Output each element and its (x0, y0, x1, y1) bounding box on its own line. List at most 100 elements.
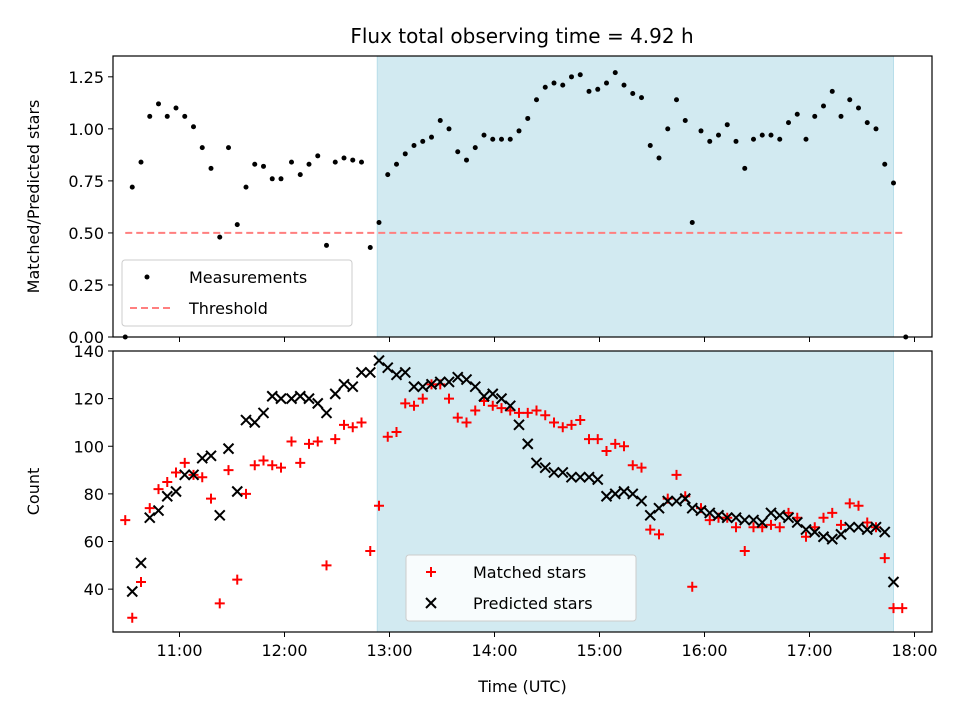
measurement-point (674, 97, 679, 103)
measurement-point (586, 88, 592, 94)
matched-stars-point (153, 484, 164, 495)
measurement-point (437, 118, 443, 124)
measurement-point (217, 234, 223, 240)
predicted-stars-point (320, 407, 333, 419)
measurement-point (367, 244, 373, 250)
measurement-point (226, 145, 231, 151)
measurement-point (759, 132, 765, 138)
predicted-stars-point (205, 450, 217, 462)
matched-stars-point (136, 576, 146, 587)
measurement-point (243, 184, 249, 190)
axes-frame (112, 350, 933, 633)
predicted-stars-point (126, 585, 138, 598)
matched-stars-point (144, 503, 155, 514)
measurement-point (724, 122, 730, 128)
x-tick-label: 18:00 (891, 641, 937, 660)
predicted-stars-point (583, 471, 595, 483)
predicted-stars-point (592, 473, 604, 486)
matched-stars-point (836, 519, 846, 530)
matched-stars-point (321, 560, 332, 571)
measurement-point (630, 90, 636, 96)
predicted-stars-point (852, 521, 865, 533)
y-tick-label: 140 (73, 342, 104, 361)
measurement-point (402, 151, 408, 157)
predicted-stars-point (495, 392, 508, 405)
predicted-stars-point (861, 523, 873, 536)
y-tick-label: 1.00 (68, 120, 104, 139)
predicted-stars-point (152, 504, 165, 517)
matched-stars-point (557, 422, 568, 433)
y-tick-label: 0.25 (68, 276, 104, 295)
predicted-stars-point (704, 507, 716, 519)
measurement-point (639, 95, 644, 101)
predicted-stars-point (161, 490, 173, 502)
measurement-point (856, 105, 861, 111)
predicted-stars-point (329, 388, 341, 400)
predicted-stars-point (635, 495, 648, 507)
matched-stars-point (400, 398, 411, 409)
measurement-point (507, 136, 513, 142)
predicted-stars-point (408, 381, 420, 393)
predicted-stars-point (557, 466, 569, 479)
predicted-stars-point (294, 390, 306, 402)
measurement-point (864, 120, 870, 126)
predicted-stars-point (712, 509, 725, 522)
legend-label: Measurements (189, 268, 307, 287)
measurement-point (847, 97, 853, 103)
matched-stars-point (627, 460, 638, 471)
predicted-stars-point (487, 388, 499, 400)
matched-stars-point (365, 546, 376, 557)
predicted-stars-point (530, 457, 543, 469)
measurement-point (647, 143, 653, 149)
matched-stars-point (801, 531, 811, 542)
series-measurements (122, 70, 909, 340)
measurement-point (297, 172, 303, 178)
measurement-point (411, 143, 417, 149)
measurement-point (147, 113, 153, 119)
measurement-point (873, 126, 879, 132)
predicted-stars-point (285, 392, 298, 405)
measurement-point (191, 124, 196, 130)
legend-label: Predicted stars (473, 594, 593, 613)
predicted-stars-point (443, 376, 455, 388)
predicted-stars-point (747, 514, 760, 526)
predicted-stars-point (730, 511, 742, 524)
measurement-point (129, 184, 135, 190)
series-matched-stars (120, 379, 908, 623)
predicted-stars-point (679, 492, 691, 505)
legend-plus-marker (426, 567, 436, 577)
matched-stars-point (258, 455, 269, 466)
measurement-point (429, 134, 434, 140)
predicted-stars-point (231, 485, 243, 498)
matched-stars-point (897, 603, 908, 614)
measurement-point (768, 132, 774, 138)
predicted-stars-point (600, 490, 613, 502)
predicted-stars-point (257, 407, 270, 419)
predicted-stars-point (809, 526, 821, 538)
measurement-point (891, 180, 896, 186)
predicted-stars-point (835, 528, 847, 541)
measurement-point (446, 126, 452, 132)
matched-stars-point (356, 417, 367, 428)
measurement-point (315, 153, 321, 159)
predicted-stars-point (539, 461, 551, 474)
measurement-point (385, 172, 391, 178)
measurement-point (306, 161, 312, 167)
measurement-point (698, 128, 704, 134)
matched-stars-point (409, 400, 419, 411)
matched-stars-point (382, 431, 393, 442)
matched-stars-point (522, 407, 533, 418)
y-tick-label: 120 (73, 390, 104, 409)
matched-stars-point (783, 507, 794, 518)
measurement-point (716, 132, 721, 138)
y-axis-label: Count (24, 468, 43, 516)
predicted-stars-point (303, 392, 315, 405)
predicted-stars-point (695, 504, 707, 517)
predicted-stars-point (844, 521, 856, 533)
matched-stars-point (592, 434, 603, 445)
measurement-point (786, 120, 791, 126)
predicted-stars-point (249, 416, 261, 429)
measurement-point (621, 82, 627, 88)
matched-stars-point (347, 422, 358, 433)
